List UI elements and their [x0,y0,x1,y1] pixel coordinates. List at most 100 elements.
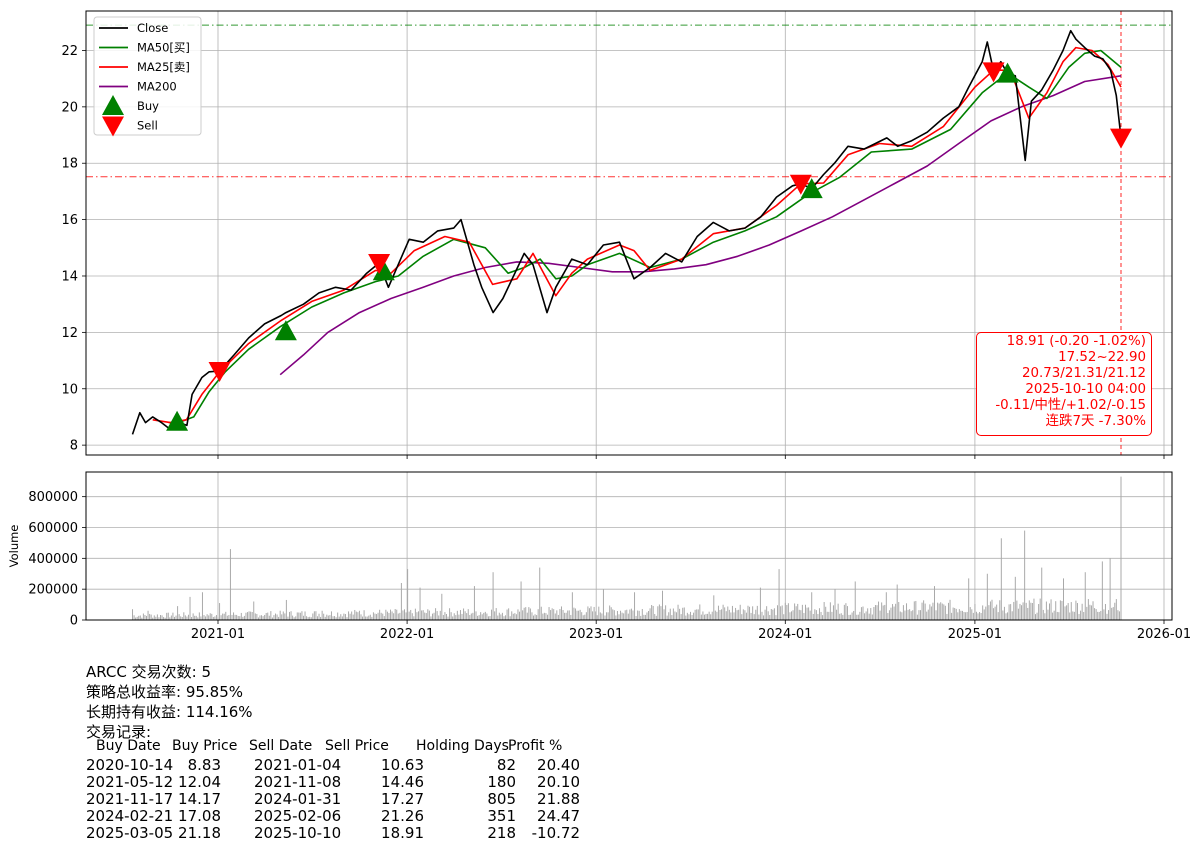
volume-y-tick-label: 800000 [28,490,78,505]
x-tick-label: 2024-01 [758,627,812,640]
holding-days-cell: 180 [487,773,516,791]
price-y-tick-label: 14 [61,269,78,284]
volume-bars [132,476,1122,620]
buy-price-cell: 21.18 [178,824,221,842]
x-tick-label: 2023-01 [569,627,623,640]
legend-swatch-sell [102,116,124,137]
header-sell-date: Sell Date [249,738,313,754]
x-tick-label: 2025-01 [948,627,1002,640]
info-line: 2025-10-10 04:00 [1025,382,1146,397]
buy-date-cell: 2024-02-21 [86,807,174,825]
buy-date-cell: 2025-03-05 [86,824,174,842]
buy-date-cell: 2021-05-12 [86,773,174,791]
sell-price-cell: 21.26 [381,807,424,825]
price-y-tick-label: 16 [61,213,78,228]
price-y-tick-label: 8 [70,439,78,454]
price-y-tick-label: 20 [61,100,78,115]
profit-cell: 24.47 [537,807,580,825]
volume-y-tick-label: 600000 [28,521,78,536]
trades-header: Buy Date Buy Price Sell Date Sell Price … [86,738,586,756]
x-tick-label: 2022-01 [380,627,434,640]
legend-label: MA25[卖] [137,60,190,74]
legend-swatch-buy [102,95,124,115]
sell-price-cell: 10.63 [381,756,424,774]
sell-marker [208,361,231,382]
legend-label: MA50[买] [137,41,190,55]
buy-marker [800,178,823,199]
price-panel: 8 10 12 14 16 18 20 22 Close MA50[买] MA25[卖] MA200 B… [61,10,1173,459]
sell-date-cell: 2024-01-31 [254,790,342,808]
legend-label: Buy [137,99,159,113]
sell-price-cell: 17.27 [381,790,424,808]
trade-row: 2025-03-05 21.18 2025-10-10 18.91 218 -10.72 [86,824,606,842]
buy-price-cell: 14.17 [178,790,221,808]
sell-date-cell: 2025-10-10 [254,824,342,842]
trade-row: 2021-11-17 14.17 2024-01-31 17.27 805 21.88 [86,790,606,808]
profit-cell: 20.40 [537,756,580,774]
header-buy-date: Buy Date [96,738,161,754]
price-y-tick-label: 22 [61,44,78,59]
buy-price-cell: 8.83 [187,756,221,774]
volume-y-tick-label: 0 [70,614,78,629]
buy-date-cell: 2021-11-17 [86,790,174,808]
header-sell-price: Sell Price [325,738,389,754]
trade-row: 2024-02-21 17.08 2025-02-06 21.26 351 24.47 [86,807,606,825]
chart-canvas: 8 10 12 14 16 18 20 22 Close MA50[买] MA25[卖] MA200 B… [7,10,1191,642]
volume-panel-frame [85,471,1173,621]
trades-table: 2020-10-14 8.83 2021-01-04 10.63 82 20.40 2021… [86,756,606,842]
holding-days-cell: 805 [487,790,516,808]
sell-date-cell: 2021-01-04 [254,756,342,774]
profit-cell: -10.72 [531,824,580,842]
info-line: 17.52~22.90 [1058,350,1146,365]
profit-cell: 21.88 [537,790,580,808]
legend-box [93,16,202,136]
records-title: 交易记录: [86,723,152,741]
x-tick-label: 2021-01 [191,627,245,640]
legend-label: Close [137,21,168,35]
price-y-tick-label: 12 [61,326,78,341]
sell-marker [982,62,1005,83]
info-line: 18.91 (-0.20 -1.02%) [1006,334,1146,349]
price-info-box: 18.91 (-0.20 -1.02%) 17.52~22.90 20.73/2… [976,332,1152,436]
sell-marker [368,254,391,275]
info-line: 连跌7天 -7.30% [1045,414,1146,429]
volume-panel: 0 200000 400000 600000 800000 2021-01 2022-01 2… [7,471,1191,642]
buy-date-cell: 2020-10-14 [86,756,174,774]
sell-price-cell: 14.46 [381,773,424,791]
buy-marker [166,410,189,431]
volume-y-tick-label: 400000 [28,552,78,567]
price-panel-frame [85,10,1173,456]
buy-price-cell: 12.04 [178,773,221,791]
info-line: 20.73/21.31/21.12 [1021,366,1146,381]
x-tick-label: 2026-01 [1137,627,1191,640]
sell-date-cell: 2021-11-08 [254,773,342,791]
total-return-text: 策略总收益率: 95.85% [86,683,244,701]
trade-count-text: ARCC 交易次数: 5 [86,663,212,681]
price-y-tick-label: 18 [61,157,78,172]
legend-label: Sell [137,119,158,133]
series-line-ma200 [279,75,1122,376]
buy-marker [372,260,395,281]
sell-date-cell: 2025-02-06 [254,807,342,825]
hold-return-text: 长期持有收益: 114.16% [86,703,253,721]
header-profit: Profit % [508,738,563,754]
holding-days-cell: 218 [487,824,516,842]
profit-cell: 20.10 [537,773,580,791]
buy-price-cell: 17.08 [178,807,221,825]
price-y-tick-label: 10 [61,382,78,397]
volume-axis-label: Volume [7,525,21,568]
holding-days-cell: 82 [496,756,516,774]
legend-label: MA200 [137,80,177,94]
info-line: -0.11/中性/+1.02/-0.15 [995,398,1146,413]
sell-marker [1110,128,1132,149]
buy-marker [274,320,297,341]
volume-y-tick-label: 200000 [28,583,78,598]
summary-block: ARCC 交易次数: 5 策略总收益率: 95.85% 长期持有收益: 114.… [86,662,253,742]
header-holding-days: Holding Days [416,738,509,754]
header-buy-price: Buy Price [172,738,238,754]
legend: Close MA50[买] MA25[卖] MA200 Buy Sell [93,16,202,137]
trade-row: 2020-10-14 8.83 2021-01-04 10.63 82 20.40 [86,756,606,774]
sell-price-cell: 18.91 [381,824,424,842]
holding-days-cell: 351 [487,807,516,825]
chart-area: 8 10 12 14 16 18 20 22 Close MA50[买] MA25[卖] MA200 B… [7,10,1191,642]
